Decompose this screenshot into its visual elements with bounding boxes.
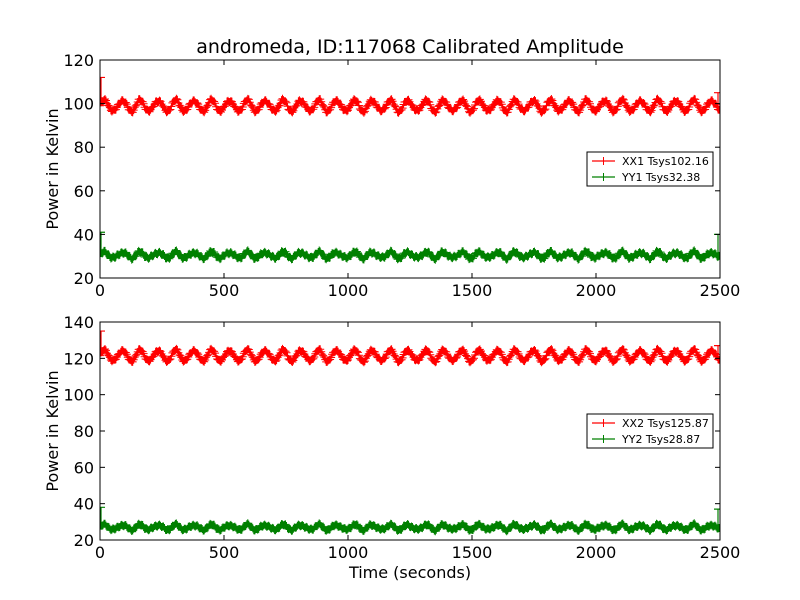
top-panel-series-start-2 — [100, 231, 105, 256]
top-panel-xtick-label: 2000 — [576, 281, 617, 300]
bottom-panel: 0 500 1000 1500 2000 2500 20 40 60 80 100 120 140 Po… — [43, 313, 740, 562]
bottom-panel-series-start-2 — [100, 506, 105, 528]
top-panel-xtick-label: 2500 — [700, 281, 741, 300]
top-panel-series-1 — [100, 76, 720, 117]
top-panel: 0 500 1000 1500 2000 2500 20 40 60 80 100 120 Power… — [43, 51, 740, 300]
bottom-panel-series-end-2 — [714, 508, 720, 528]
bottom-panel-ytick-label: 20 — [74, 531, 94, 550]
bottom-panel-xtick-label: 0 — [95, 543, 105, 562]
bottom-panel-xtick-label: 2000 — [576, 543, 617, 562]
bottom-panel-ytick-label: 40 — [74, 495, 94, 514]
bottom-panel-legend-marker — [599, 435, 608, 443]
bottom-panel-ytick-label: 60 — [74, 458, 94, 477]
bottom-panel-series-end-1 — [714, 345, 720, 356]
top-panel-ylabel: Power in Kelvin — [43, 108, 62, 229]
top-panel-legend-box — [586, 151, 714, 187]
bottom-panel-xtick-label: 1500 — [452, 543, 493, 562]
top-panel-series-markers-2 — [100, 246, 720, 264]
bottom-panel-ytick-label: 100 — [63, 386, 94, 405]
top-panel-ytick-label: 120 — [63, 51, 94, 70]
bottom-panel-legend-marker — [599, 419, 608, 427]
bottom-panel-ylabel: Power in Kelvin — [43, 370, 62, 491]
top-panel-xtick-label: 500 — [209, 281, 240, 300]
bottom-panel-series-1 — [100, 330, 720, 367]
bottom-panel-series-markers-1 — [100, 344, 720, 367]
bottom-panel-series-2 — [100, 506, 720, 536]
bottom-panel-xtick-label: 500 — [209, 543, 240, 562]
top-panel-legend-entry: XX1 Tsys102.16 — [592, 155, 709, 168]
bottom-panel-xtick-label: 2500 — [700, 543, 741, 562]
top-panel-ytick-label: 40 — [74, 225, 94, 244]
top-panel-ytick-label: 60 — [74, 182, 94, 201]
top-panel-legend-label: XX1 Tsys102.16 — [622, 155, 709, 168]
bottom-panel-legend-entry: XX2 Tsys125.87 — [592, 417, 709, 430]
bottom-panel-legend-label: XX2 Tsys125.87 — [622, 417, 709, 430]
bottom-panel-ticks: 0 500 1000 1500 2000 2500 20 40 60 80 100 120 140 — [63, 313, 740, 562]
bottom-panel-ytick-label: 120 — [63, 349, 94, 368]
bottom-panel-series-start-1 — [100, 330, 105, 356]
top-panel-xtick-label: 0 — [95, 281, 105, 300]
x-axis-label: Time (seconds) — [348, 563, 471, 582]
bottom-panel-legend-entry: YY2 Tsys28.87 — [592, 433, 700, 446]
top-panel-xtick-label: 1500 — [452, 281, 493, 300]
top-panel-series-markers-1 — [100, 94, 720, 117]
top-panel-frame — [99, 59, 721, 279]
bottom-panel-series-markers-2 — [100, 519, 720, 536]
top-panel-legend-marker — [599, 173, 608, 181]
bottom-panel-ytick-label: 80 — [74, 422, 94, 441]
bottom-panel-series — [100, 330, 720, 536]
top-panel-legend: XX1 Tsys102.16 YY1 Tsys32.38 — [586, 151, 714, 187]
bottom-panel-legend: XX2 Tsys125.87 YY2 Tsys28.87 — [586, 413, 714, 449]
bottom-panel-ytick-label: 140 — [63, 313, 94, 332]
top-panel-legend-marker — [599, 157, 608, 165]
top-panel-legend-entry: YY1 Tsys32.38 — [592, 171, 700, 184]
top-panel-ytick-label: 80 — [74, 138, 94, 157]
top-panel-xtick-label: 1000 — [328, 281, 369, 300]
top-panel-series — [100, 76, 720, 264]
bottom-panel-legend-box — [586, 413, 714, 449]
chart-title: andromeda, ID:117068 Calibrated Amplitud… — [196, 36, 624, 58]
top-panel-ticks: 0 500 1000 1500 2000 2500 20 40 60 80 100 120 — [63, 51, 740, 300]
top-panel-series-start-1 — [100, 76, 105, 106]
bottom-panel-xtick-label: 1000 — [328, 543, 369, 562]
top-panel-legend-label: YY1 Tsys32.38 — [621, 171, 700, 184]
top-panel-ytick-label: 100 — [63, 95, 94, 114]
bottom-panel-legend-label: YY2 Tsys28.87 — [621, 433, 700, 446]
top-panel-ytick-label: 20 — [74, 269, 94, 288]
